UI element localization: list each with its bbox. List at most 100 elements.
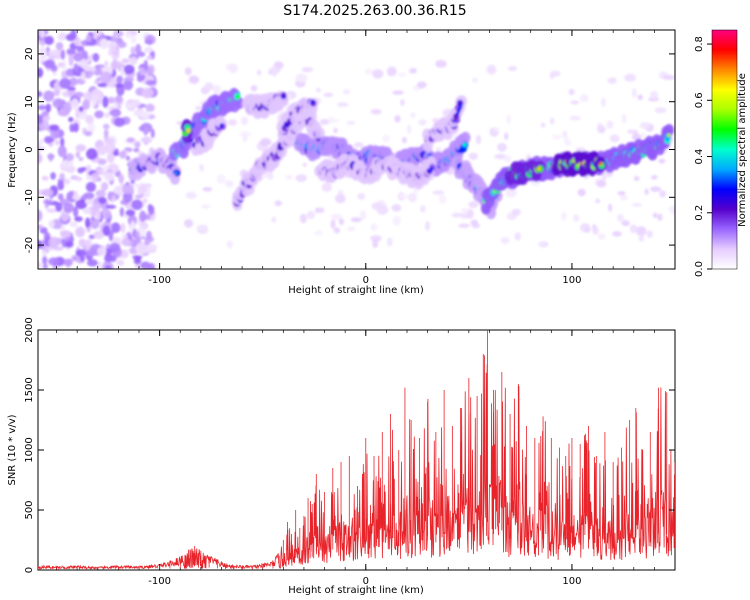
noise-cell (117, 41, 127, 49)
noise-cell (70, 30, 77, 40)
noise-cell (61, 70, 67, 77)
noise-cell (183, 219, 194, 228)
noise-cell (637, 94, 644, 101)
noise-cell (60, 49, 66, 60)
noise-cell (84, 199, 95, 205)
noise-cell (140, 261, 151, 269)
noise-cell (595, 198, 601, 204)
noise-cell (350, 217, 362, 223)
noise-cell (117, 104, 122, 110)
noise-cell (39, 30, 45, 39)
ridge-core (462, 142, 467, 147)
noise-cell (392, 215, 401, 226)
noise-cell (472, 77, 478, 83)
noise-cell (102, 96, 109, 108)
noise-cell (59, 78, 71, 89)
noise-cell (400, 99, 405, 106)
noise-cell (38, 209, 43, 222)
snr-line (38, 355, 675, 570)
noise-cell (569, 115, 581, 121)
noise-cell (110, 60, 119, 70)
snr-y-tick-label: 1000 (24, 437, 35, 462)
noise-cell (49, 124, 60, 131)
noise-cell (646, 230, 653, 238)
noise-cell (612, 231, 622, 237)
noise-cell (409, 112, 416, 118)
noise-cell (371, 202, 382, 211)
noise-cell (68, 77, 79, 87)
noise-cell (347, 226, 356, 232)
noise-cell (79, 58, 89, 69)
noise-cell (130, 46, 136, 55)
colorbar-tick-label: 0.6 (694, 92, 705, 108)
noise-cell (116, 75, 123, 84)
ridge-halo (314, 127, 325, 140)
noise-cell (386, 237, 393, 247)
noise-cell (397, 72, 407, 77)
snr-x-label: Height of straight line (km) (288, 585, 424, 596)
noise-cell (107, 96, 116, 104)
noise-cell (640, 132, 647, 138)
noise-cell (123, 64, 135, 75)
noise-cell (337, 102, 349, 107)
noise-cell (97, 82, 108, 88)
noise-cell (540, 122, 546, 128)
noise-cell (370, 235, 382, 242)
noise-cell (84, 239, 92, 251)
noise-cell (46, 137, 55, 143)
noise-cell (333, 227, 341, 234)
noise-cell (458, 223, 471, 228)
spectrogram-heatmap (38, 30, 675, 269)
noise-cell (654, 107, 667, 114)
noise-cell (85, 181, 97, 193)
noise-cell (471, 223, 481, 229)
spectrogram-y-tick-label: 10 (24, 95, 35, 108)
noise-cell (577, 188, 586, 197)
noise-cell (639, 122, 651, 130)
noise-cell (65, 153, 74, 162)
snr-y-tick-label: 2000 (24, 317, 35, 342)
noise-cell (79, 254, 85, 262)
noise-cell (579, 94, 589, 103)
spectrogram-y-tick-label: -10 (24, 189, 35, 205)
ridge-core (236, 94, 240, 99)
noise-cell (74, 91, 84, 98)
noise-cell (66, 48, 76, 55)
noise-cell (120, 222, 126, 234)
ridge-core (186, 128, 191, 133)
ridge-core (219, 123, 224, 128)
noise-cell (70, 98, 80, 111)
noise-cell (636, 226, 647, 237)
noise-cell (102, 225, 111, 236)
noise-cell (323, 92, 334, 98)
noise-cell (85, 114, 94, 125)
noise-cell (94, 110, 104, 119)
spectrogram-x-tick-label: -100 (148, 275, 171, 286)
noise-cell (662, 74, 675, 80)
noise-cell (627, 129, 635, 134)
noise-cell (596, 123, 603, 132)
noise-cell (130, 220, 135, 231)
noise-cell (139, 184, 148, 193)
ridge-core (599, 161, 603, 166)
noise-cell (342, 88, 351, 95)
noise-cell (295, 73, 308, 83)
noise-cell (314, 229, 323, 236)
noise-cell (146, 243, 156, 254)
noise-cell (394, 114, 401, 123)
noise-cell (113, 117, 126, 127)
noise-cell (67, 86, 76, 91)
noise-cell (617, 213, 624, 222)
noise-cell (105, 265, 112, 269)
noise-cell (73, 206, 79, 218)
noise-cell (657, 213, 663, 221)
noise-cell (50, 172, 56, 180)
noise-cell (299, 213, 308, 224)
ridge-core (429, 166, 434, 171)
noise-cell (108, 110, 119, 116)
noise-cell (48, 153, 53, 162)
noise-cell (493, 127, 500, 132)
noise-cell (204, 82, 214, 91)
noise-cell (75, 226, 86, 238)
